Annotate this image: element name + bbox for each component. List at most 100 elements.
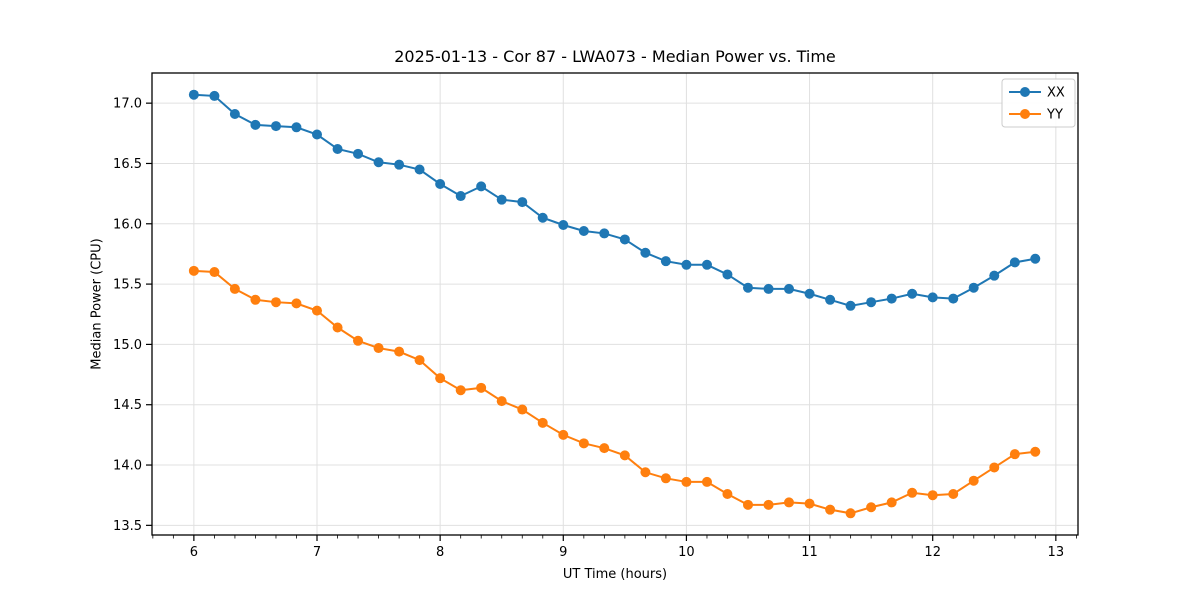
series-xx-point xyxy=(496,194,507,205)
legend-label-yy: YY xyxy=(1046,108,1063,123)
x-axis-tick-label: 7 xyxy=(313,545,321,560)
series-yy-point xyxy=(681,476,692,487)
series-xx-point xyxy=(968,282,979,293)
series-xx-point xyxy=(373,157,384,168)
series-xx-point xyxy=(1009,257,1020,268)
series-xx-point xyxy=(948,293,959,304)
series-xx-point xyxy=(332,143,343,154)
y-axis-label: Median Power (CPU) xyxy=(89,238,105,370)
series-yy-point xyxy=(763,499,774,510)
x-axis-label: UT Time (hours) xyxy=(562,567,668,582)
series-xx-point xyxy=(742,282,753,293)
y-axis-tick-label: 14.0 xyxy=(113,459,142,474)
series-yy-point xyxy=(866,502,877,513)
series-xx-point xyxy=(701,259,712,270)
legend-marker-yy xyxy=(1020,109,1030,119)
series-yy-point xyxy=(435,373,446,384)
series-yy-point xyxy=(312,305,323,316)
y-axis-tick-label: 15.5 xyxy=(113,278,142,293)
series-yy-point xyxy=(394,346,405,357)
series-yy-point xyxy=(476,382,487,393)
series-yy-point xyxy=(250,294,261,305)
series-yy-point xyxy=(701,476,712,487)
y-axis-tick-label: 16.5 xyxy=(113,157,142,172)
series-yy-point xyxy=(1009,449,1020,460)
x-axis-tick-label: 12 xyxy=(924,545,941,560)
series-yy-point xyxy=(271,297,282,308)
x-axis-tick-label: 13 xyxy=(1048,545,1065,560)
series-xx-point xyxy=(722,269,733,280)
series-xx-point xyxy=(455,191,466,202)
series-yy-point xyxy=(558,429,569,440)
series-yy-point xyxy=(619,450,630,461)
series-xx-point xyxy=(825,294,836,305)
y-axis-tick-label: 15.0 xyxy=(113,338,142,353)
series-yy-point xyxy=(599,443,610,454)
series-yy-point xyxy=(209,267,220,278)
series-xx-line xyxy=(193,93,1036,307)
series-yy-point xyxy=(373,343,384,354)
series-xx-point xyxy=(599,228,610,239)
legend-label-xx: XX xyxy=(1047,86,1065,101)
series-xx-point xyxy=(804,288,815,299)
series-xx-point xyxy=(640,247,651,258)
series-xx-point xyxy=(886,293,897,304)
series-yy-point xyxy=(353,335,364,346)
series-yy-point xyxy=(291,298,302,309)
series-xx-point xyxy=(517,197,528,208)
series-xx-point xyxy=(394,159,405,170)
plot-frame xyxy=(151,72,1079,536)
series-yy-point xyxy=(517,404,528,415)
series-yy-point xyxy=(640,467,651,478)
series-xx-point xyxy=(435,178,446,189)
series-xx-point xyxy=(989,270,1000,281)
x-axis-tick-label: 10 xyxy=(678,545,695,560)
series-xx-point xyxy=(312,129,323,140)
series-xx-point xyxy=(291,122,302,133)
series-yy-point xyxy=(414,355,425,366)
series-yy-point xyxy=(948,488,959,499)
series-yy-point xyxy=(660,473,671,484)
y-axis-tick-label: 13.5 xyxy=(113,519,142,534)
x-axis-tick-label: 11 xyxy=(801,545,818,560)
chart-title: 2025-01-13 - Cor 87 - LWA073 - Median Po… xyxy=(394,47,836,66)
x-axis-tick-label: 6 xyxy=(190,545,198,560)
series-yy-point xyxy=(229,283,240,294)
series-xx-point xyxy=(681,259,692,270)
series-yy-point xyxy=(537,417,548,428)
series-yy-point xyxy=(742,499,753,510)
series-xx-point xyxy=(763,283,774,294)
series-xx-point xyxy=(866,297,877,308)
series-xx-point xyxy=(271,121,282,132)
series-xx-point xyxy=(188,89,199,100)
series-yy-point xyxy=(927,490,938,501)
series-xx-point xyxy=(578,226,589,237)
legend-marker-xx xyxy=(1020,87,1030,97)
series-xx-point xyxy=(558,219,569,230)
series-yy-point xyxy=(845,508,856,519)
series-yy-point xyxy=(455,385,466,396)
series-xx-point xyxy=(209,90,220,101)
series-xx-point xyxy=(660,256,671,267)
series-yy-point xyxy=(804,498,815,509)
series-yy-point xyxy=(578,438,589,449)
series-yy-point xyxy=(886,497,897,508)
y-axis-tick-label: 16.0 xyxy=(113,217,142,232)
y-axis-tick-label: 17.0 xyxy=(113,97,142,112)
series-xx-point xyxy=(783,283,794,294)
y-axis-tick-label: 14.5 xyxy=(113,398,142,413)
series-yy-point xyxy=(332,322,343,333)
series-xx-point xyxy=(927,292,938,303)
series-yy-point xyxy=(907,487,918,498)
series-yy-point xyxy=(188,265,199,276)
series-yy-point xyxy=(1030,446,1041,457)
series-yy-point xyxy=(496,396,507,407)
series-yy-point xyxy=(722,488,733,499)
series-xx-point xyxy=(476,181,487,192)
series-yy-point xyxy=(989,462,1000,473)
series-yy-point xyxy=(825,504,836,515)
series-yy-point xyxy=(783,497,794,508)
series-xx-point xyxy=(353,148,364,159)
